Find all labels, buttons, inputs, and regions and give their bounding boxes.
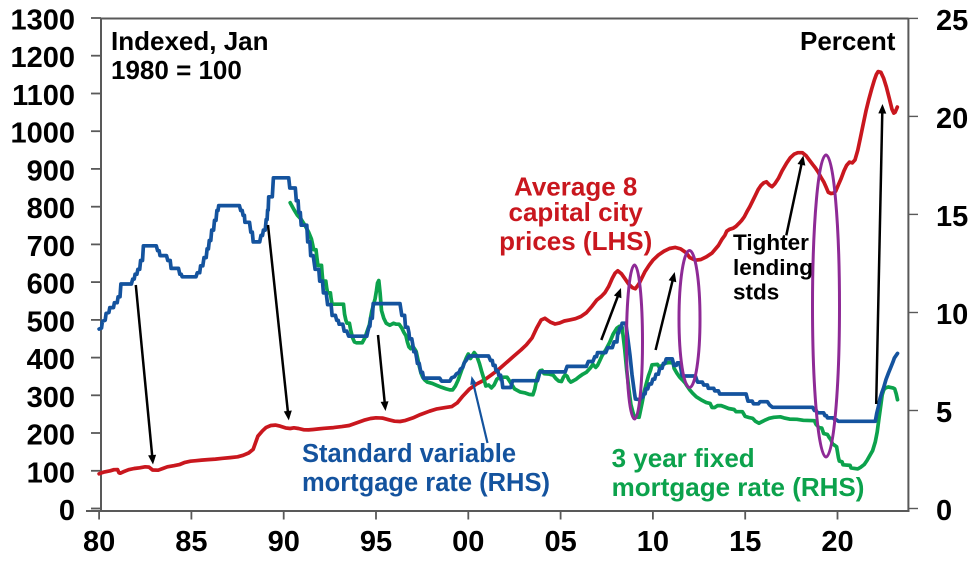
svg-text:80: 80 bbox=[83, 526, 115, 558]
svg-text:100: 100 bbox=[27, 457, 75, 489]
svg-text:900: 900 bbox=[27, 155, 75, 187]
svg-text:600: 600 bbox=[27, 269, 75, 301]
svg-text:5: 5 bbox=[936, 397, 952, 429]
svg-text:10: 10 bbox=[936, 299, 968, 331]
svg-text:1980 = 100: 1980 = 100 bbox=[111, 55, 242, 85]
svg-text:00: 00 bbox=[452, 526, 484, 558]
svg-text:300: 300 bbox=[27, 382, 75, 414]
svg-text:15: 15 bbox=[729, 526, 761, 558]
svg-text:400: 400 bbox=[27, 344, 75, 376]
svg-text:Standard variable: Standard variable bbox=[302, 440, 516, 468]
svg-text:90: 90 bbox=[268, 526, 300, 558]
svg-text:05: 05 bbox=[544, 526, 576, 558]
svg-text:10: 10 bbox=[637, 526, 669, 558]
svg-text:Indexed, Jan: Indexed, Jan bbox=[111, 26, 269, 56]
svg-text:stds: stds bbox=[733, 280, 779, 305]
svg-text:0: 0 bbox=[936, 495, 952, 527]
svg-text:800: 800 bbox=[27, 193, 75, 225]
svg-text:25: 25 bbox=[936, 5, 968, 37]
svg-text:0: 0 bbox=[59, 495, 75, 527]
svg-text:1100: 1100 bbox=[12, 80, 75, 112]
svg-text:1300: 1300 bbox=[10, 5, 75, 37]
svg-text:700: 700 bbox=[27, 231, 75, 263]
svg-text:20: 20 bbox=[821, 526, 853, 558]
svg-text:85: 85 bbox=[175, 526, 207, 558]
svg-text:lending: lending bbox=[733, 255, 813, 280]
svg-text:Percent: Percent bbox=[800, 26, 896, 56]
svg-text:1000: 1000 bbox=[10, 118, 75, 150]
svg-text:capital city: capital city bbox=[508, 197, 643, 227]
svg-text:200: 200 bbox=[27, 420, 75, 452]
svg-text:mortgage rate (RHS): mortgage rate (RHS) bbox=[612, 472, 865, 502]
svg-text:500: 500 bbox=[27, 306, 75, 338]
svg-text:mortgage rate (RHS): mortgage rate (RHS) bbox=[302, 469, 550, 497]
svg-text:Average 8: Average 8 bbox=[514, 171, 637, 201]
svg-text:Tighter: Tighter bbox=[733, 230, 809, 255]
svg-text:3 year fixed: 3 year fixed bbox=[612, 443, 755, 473]
svg-text:prices (LHS): prices (LHS) bbox=[499, 226, 652, 256]
svg-text:20: 20 bbox=[936, 103, 968, 135]
svg-text:15: 15 bbox=[936, 201, 968, 233]
svg-text:1200: 1200 bbox=[10, 42, 75, 74]
svg-text:95: 95 bbox=[360, 526, 392, 558]
